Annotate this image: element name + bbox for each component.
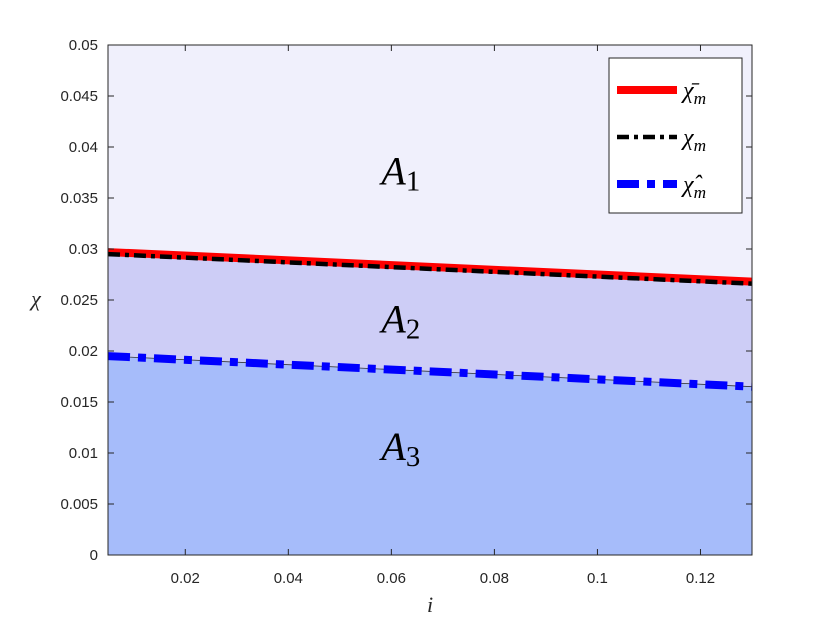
region-a3 xyxy=(108,356,752,555)
y-tick-label: 0.045 xyxy=(60,88,98,105)
series-line-chi_hat_m xyxy=(107,352,753,391)
y-axis-label: χ xyxy=(29,286,42,311)
region-a2 xyxy=(108,252,752,387)
y-tick-label: 0.04 xyxy=(69,139,98,156)
series-lines xyxy=(107,248,753,391)
y-tick-label: 0.035 xyxy=(60,190,98,207)
region-labels: A1 A2 A3 xyxy=(378,149,420,473)
y-tick-label: 0.03 xyxy=(69,241,98,258)
y-tick-label: 0.015 xyxy=(60,394,98,411)
series-line-chi_m xyxy=(107,251,753,286)
x-tick-label: 0.02 xyxy=(171,570,200,587)
legend-label-chi_m: χm xyxy=(681,125,706,155)
region-a1 xyxy=(108,45,752,282)
region-label-a3: A3 xyxy=(378,424,420,473)
x-axis-label: i xyxy=(427,592,433,617)
region-label-a1: A1 xyxy=(378,149,420,198)
x-tick-label: 0.08 xyxy=(480,570,509,587)
x-tick-label: 0.06 xyxy=(377,570,406,587)
x-tick-label: 0.04 xyxy=(274,570,303,587)
y-tick-label: 0.02 xyxy=(69,343,98,360)
y-tick-label: 0.05 xyxy=(69,37,98,54)
regions xyxy=(107,45,753,555)
x-tick-label: 0.12 xyxy=(686,570,715,587)
y-tick-label: 0.005 xyxy=(60,496,98,513)
y-tick-label: 0.025 xyxy=(60,292,98,309)
axes: 0.02 0.04 0.06 0.08 0.1 0.12 0 0.005 0.01 0.015 0.… xyxy=(29,37,753,617)
region-label-a2: A2 xyxy=(378,296,420,345)
x-tick-label: 0.1 xyxy=(587,570,608,587)
y-tick-label: 0.01 xyxy=(69,445,98,462)
y-tick-label: 0 xyxy=(90,547,98,564)
